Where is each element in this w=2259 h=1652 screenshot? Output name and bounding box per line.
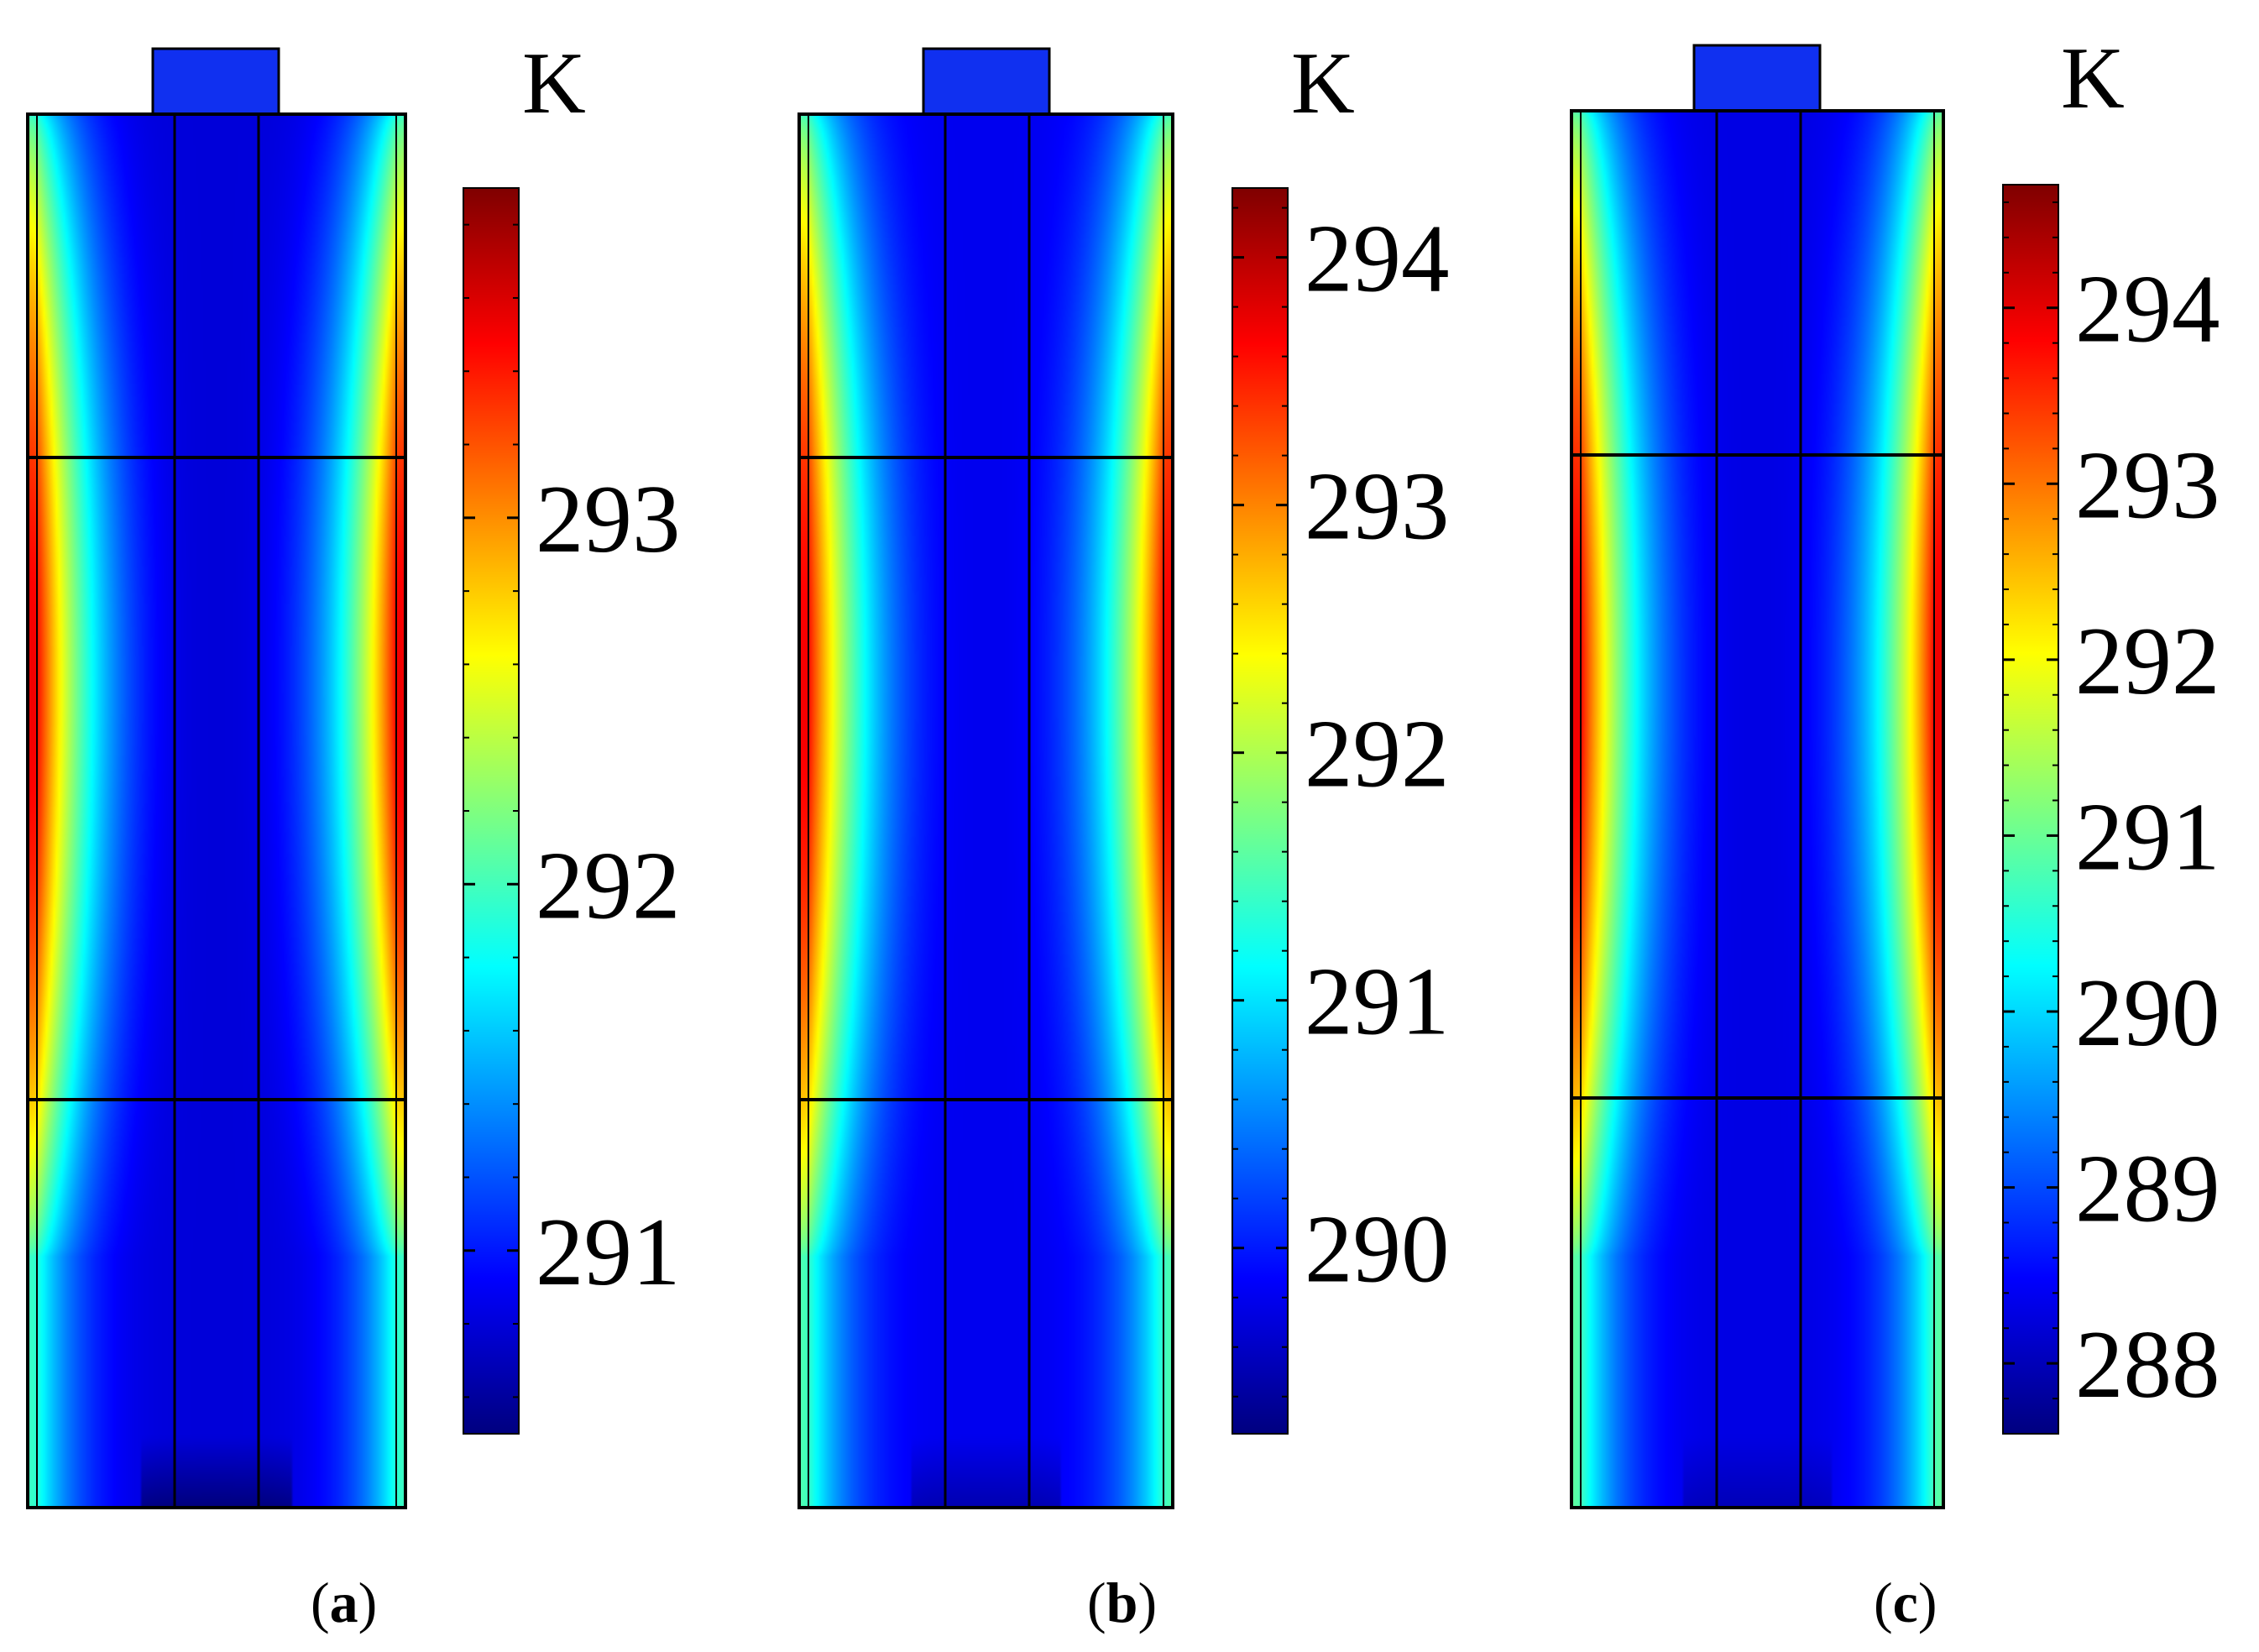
colorbar-tick-label: 290 [1305,1196,1450,1303]
colorbar-tick-label: 293 [1305,453,1450,560]
colorbar-gradient-b [1231,187,1289,1435]
unit-label-b: K [1291,34,1355,132]
colorbar-c: 288 289 290 291 292 293 294 [2002,184,2220,1435]
colorbar-tick-label: 291 [536,1199,681,1305]
colorbar-tick-labels-b: 290 291 292 293 294 [1305,206,1450,1303]
terminal-cap-a [151,47,280,116]
terminal-cap-b [922,47,1051,116]
colorbar-ticks-c [2003,201,2058,1435]
colorbar-ticks-a [463,223,519,1398]
panel-c: K 288 289 290 291 292 293 294 (c) [1570,29,2220,1634]
caption-letter-a: a [330,1571,358,1634]
colorbar-tick-label: 289 [2075,1136,2220,1242]
colorbar-tick-label: 292 [1305,701,1450,808]
caption-c: (c) [1874,1571,1937,1634]
unit-label-a: K [522,34,586,132]
colorbar-tick-label: 293 [2075,431,2220,538]
colorbar-gradient-a [463,187,520,1435]
cell-outline-b [797,112,1174,1509]
colorbar-tick-labels-a: 291 292 293 [536,466,681,1305]
caption-letter-b: b [1106,1571,1138,1634]
colorbar-tick-label: 290 [2075,959,2220,1066]
colorbar-tick-label: 291 [1305,949,1450,1055]
caption-letter-c: c [1893,1571,1918,1634]
temperature-field-b [799,114,1173,1508]
colorbar-tick-label: 288 [2075,1311,2220,1418]
battery-cell-c [1570,44,1945,1509]
battery-cell-b [797,47,1174,1509]
colorbar-tick-label: 294 [2075,256,2220,363]
colorbar-tick-label: 294 [1305,206,1450,312]
colorbar-a: 291 292 293 [463,187,681,1435]
temperature-field-a [28,114,405,1508]
colorbar-tick-label: 292 [536,832,681,938]
battery-cell-a [26,47,407,1509]
caption-a: (a) [311,1571,377,1634]
colorbar-tick-labels-c: 288 289 290 291 292 293 294 [2075,256,2220,1418]
colorbar-ticks-b [1232,206,1288,1398]
colorbar-tick-label: 292 [2075,608,2220,714]
colorbar-tick-label: 291 [2075,783,2220,890]
cell-outline-a [26,112,407,1509]
colorbar-gradient-c [2002,184,2059,1435]
colorbar-b: 290 291 292 293 294 [1231,187,1450,1435]
panel-a: K 291 292 293 (a) [26,34,681,1634]
terminal-cap-c [1692,44,1822,112]
panel-b: K 290 291 292 293 294 (b) [797,34,1450,1634]
colorbar-tick-label: 293 [536,466,681,572]
unit-label-c: K [2061,29,2125,127]
temperature-field-c [1571,111,1943,1508]
caption-b: (b) [1087,1571,1157,1634]
cell-outline-c [1570,109,1945,1509]
